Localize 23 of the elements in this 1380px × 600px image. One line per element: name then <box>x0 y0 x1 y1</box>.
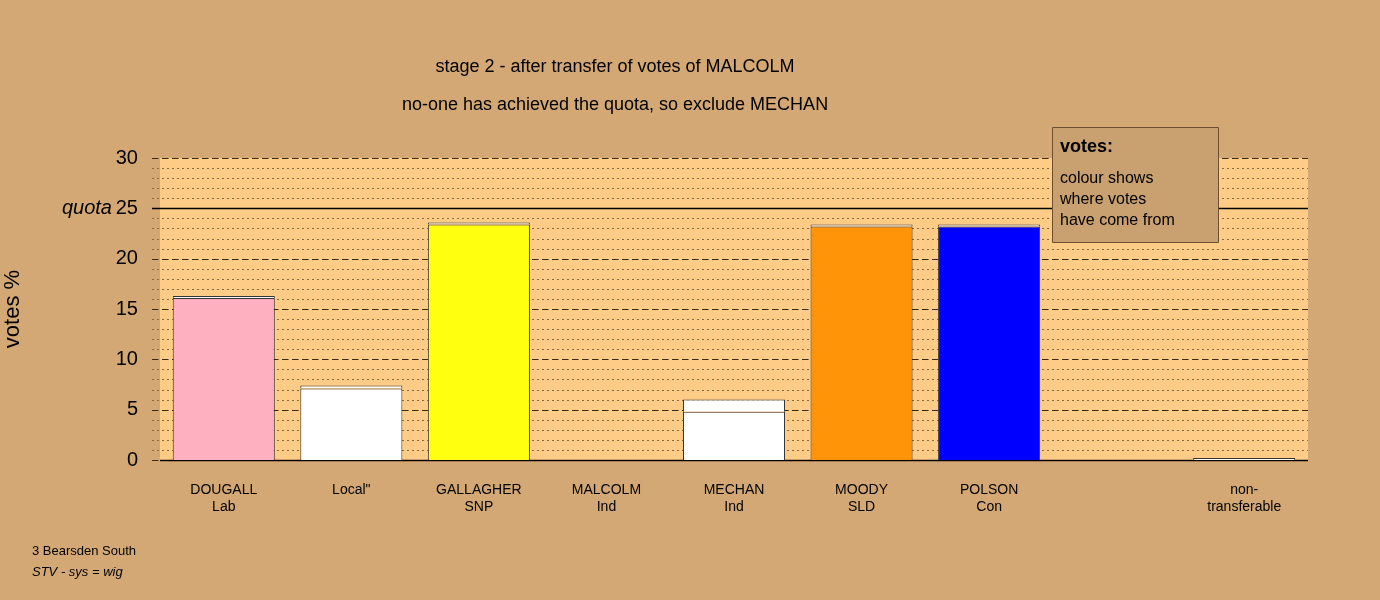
text: votes: <box>1060 135 1114 156</box>
y-tick-label: 20 <box>115 246 138 269</box>
y-tick-label: 25 <box>115 195 138 218</box>
chart-title: stage 2 - after transfer of votes of MALCOLM <box>435 55 795 76</box>
x-tick-label: MALCOLM Ind <box>571 481 642 515</box>
x-tick-label: MECHAN Ind <box>703 481 765 515</box>
y-tick-label: 15 <box>115 296 138 319</box>
x-tick-label: GALLAGHER SNP <box>436 481 522 515</box>
y-tick-label: 10 <box>115 346 138 369</box>
text: STV - sys = wig <box>32 563 124 579</box>
x-tick-label: MOODY SLD <box>835 481 889 515</box>
x-tick-label: Local" <box>332 481 371 498</box>
y-tick-label: 5 <box>126 397 138 420</box>
text: 3 Bearsden South <box>32 542 137 558</box>
y-axis-title: votes % <box>0 269 25 349</box>
x-tick-label: POLSON Con <box>959 481 1019 515</box>
y-tick-label: 0 <box>126 447 138 470</box>
x-tick-label: non- transferable <box>1207 481 1282 515</box>
ref-line-label: quota <box>61 196 112 219</box>
chart-subtitle: no-one has achieved the quota, so exclude MECHAN <box>401 93 829 114</box>
y-tick-label: 30 <box>115 145 138 168</box>
annotation: colour shows where votes have come from <box>1059 169 1175 229</box>
x-tick-label: DOUGALL Lab <box>190 481 258 515</box>
